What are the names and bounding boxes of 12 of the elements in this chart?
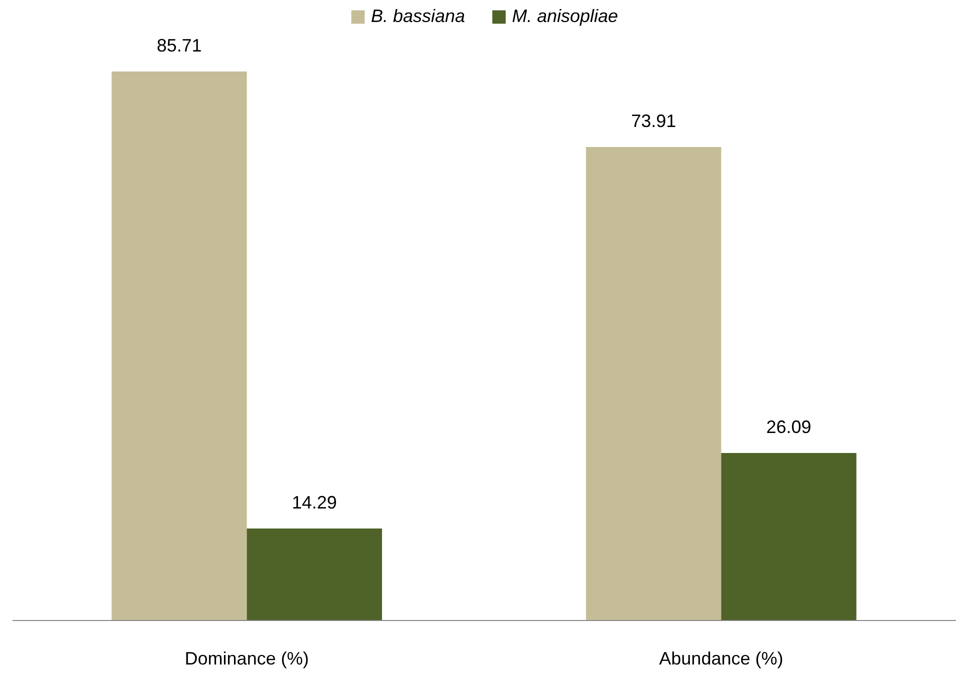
x-tick-label: Abundance (%) xyxy=(659,648,784,668)
x-tick-label: Dominance (%) xyxy=(184,648,309,668)
bar xyxy=(246,528,382,620)
data-label: 14.29 xyxy=(292,492,337,513)
data-label: 26.09 xyxy=(766,417,812,438)
bar xyxy=(586,146,722,620)
data-label: 73.91 xyxy=(631,110,676,131)
legend-label: B. bassiana xyxy=(371,6,466,26)
bar xyxy=(721,453,856,620)
bar xyxy=(112,71,247,620)
data-label: 85.71 xyxy=(156,35,202,56)
legend-label: M. anisopliae xyxy=(512,6,618,26)
